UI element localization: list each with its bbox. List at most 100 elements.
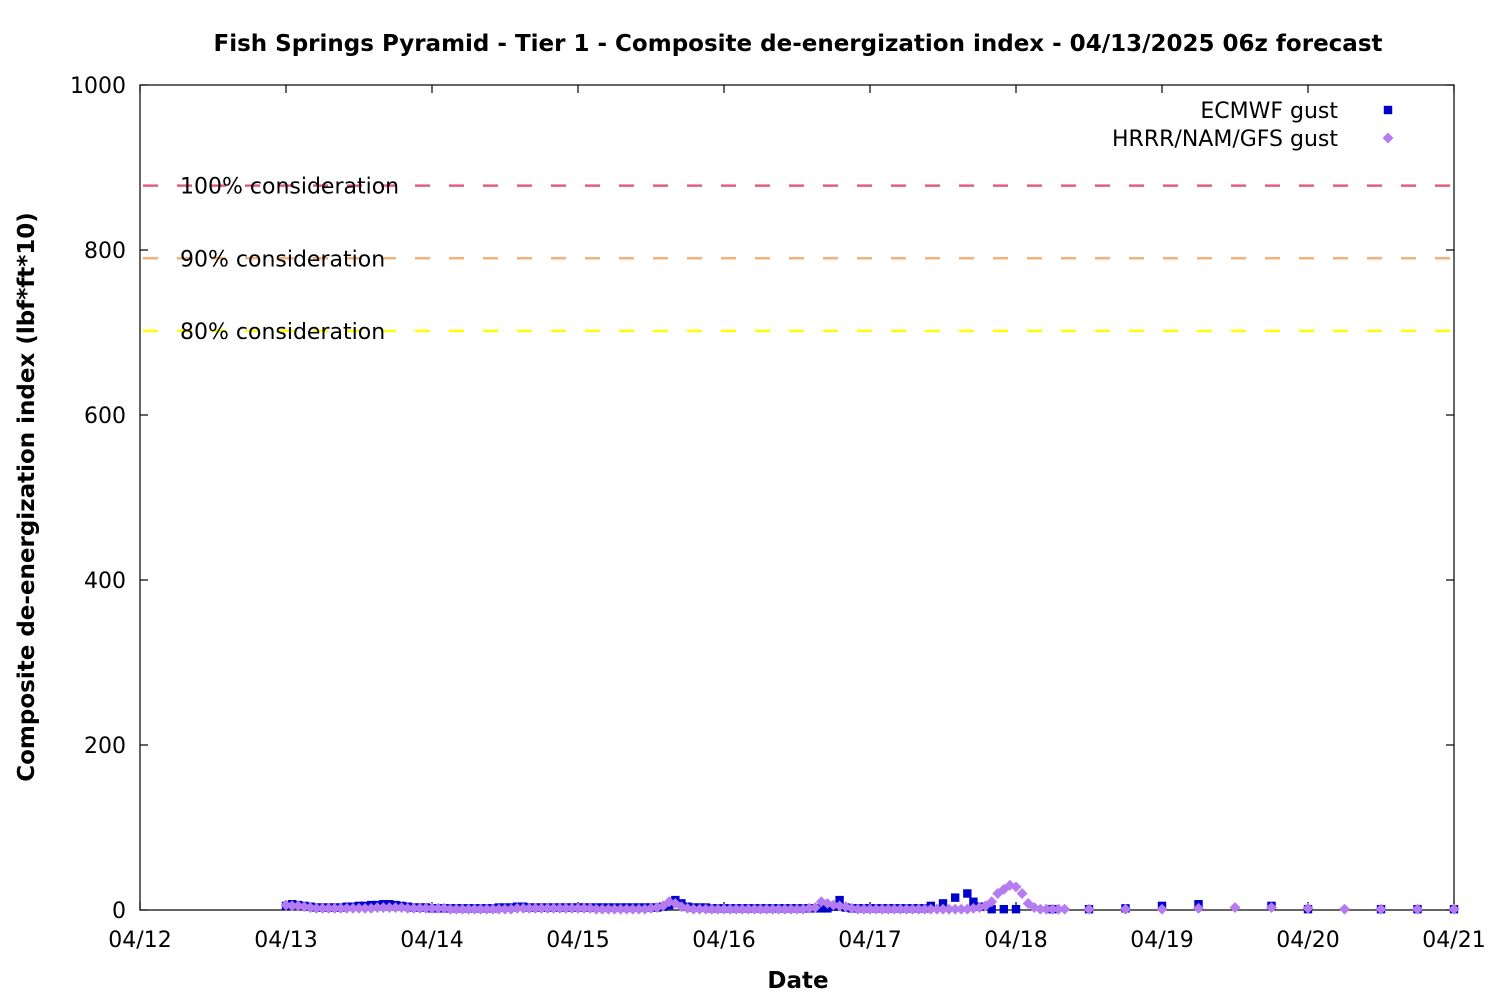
data-point xyxy=(943,903,955,915)
data-point xyxy=(864,903,876,915)
data-point xyxy=(444,903,456,915)
legend-marker xyxy=(1383,105,1393,115)
data-point xyxy=(280,899,292,911)
y-tick-label: 600 xyxy=(84,404,126,429)
data-point xyxy=(1083,903,1095,915)
legend: ECMWF gust HRRR/NAM/GFS gust xyxy=(1112,99,1394,152)
data-point xyxy=(1193,902,1204,914)
data-point xyxy=(1375,903,1387,915)
data-point xyxy=(961,903,973,915)
data-point xyxy=(694,903,706,915)
data-point xyxy=(1011,904,1021,914)
data-point xyxy=(1034,903,1046,915)
data-point xyxy=(963,889,972,898)
data-point xyxy=(730,903,742,915)
data-point xyxy=(779,903,791,915)
x-tick-label: 04/15 xyxy=(546,928,609,953)
data-point xyxy=(335,902,347,914)
data-point xyxy=(286,900,298,912)
data-point xyxy=(773,903,785,915)
data-point xyxy=(554,902,566,914)
data-point xyxy=(761,903,773,915)
data-point xyxy=(835,895,844,905)
reference-line-label: 100% consideration xyxy=(180,175,399,200)
data-point xyxy=(999,904,1009,914)
series-diamond xyxy=(280,879,1460,915)
x-tick-label: 04/21 xyxy=(1422,928,1485,953)
y-tick-label: 0 xyxy=(112,899,126,924)
x-axis: 04/12 04/13 04/14 04/15 04/16 04/17 04/18 04/19… xyxy=(108,85,1486,953)
data-point xyxy=(817,904,826,913)
data-point xyxy=(1156,903,1168,915)
data-point xyxy=(706,903,718,915)
data-point xyxy=(748,903,760,915)
data-point xyxy=(402,902,414,914)
chart-title: Fish Springs Pyramid - Tier 1 - Composit… xyxy=(213,31,1382,57)
data-point xyxy=(937,903,949,915)
data-point xyxy=(669,897,681,909)
data-point xyxy=(475,903,487,915)
data-point xyxy=(493,903,505,915)
data-point xyxy=(481,903,493,915)
data-point xyxy=(456,903,468,915)
data-point xyxy=(876,903,888,915)
y-tick-label: 400 xyxy=(84,569,126,594)
data-point xyxy=(432,902,444,914)
data-point xyxy=(718,903,730,915)
data-point xyxy=(870,903,882,915)
data-point xyxy=(341,902,353,914)
data-point xyxy=(1229,902,1241,913)
data-point xyxy=(931,903,943,915)
data-point xyxy=(651,902,663,913)
data-point xyxy=(950,893,960,902)
data-point xyxy=(882,903,894,915)
data-point xyxy=(377,902,389,913)
data-point xyxy=(609,903,620,915)
data-point xyxy=(469,903,481,915)
data-point xyxy=(463,903,474,915)
data-point xyxy=(536,902,547,914)
data-point xyxy=(797,903,809,915)
data-point xyxy=(1339,903,1350,915)
data-point xyxy=(633,903,645,915)
data-point xyxy=(925,903,937,915)
reference-line-label: 80% consideration xyxy=(180,320,385,345)
data-point xyxy=(317,902,328,914)
data-point xyxy=(919,903,931,915)
data-point xyxy=(408,902,420,914)
data-point xyxy=(560,902,572,914)
data-point xyxy=(888,903,900,915)
data-point xyxy=(548,902,560,914)
data-point xyxy=(310,902,322,914)
data-point xyxy=(584,902,596,914)
data-point xyxy=(621,903,633,915)
data-point xyxy=(1016,888,1028,899)
data-point xyxy=(499,903,511,915)
x-tick-label: 04/12 xyxy=(108,928,171,953)
x-tick-label: 04/17 xyxy=(838,928,901,953)
x-tick-label: 04/16 xyxy=(692,928,755,953)
data-point xyxy=(724,903,736,915)
data-point xyxy=(852,903,864,915)
y-tick-label: 800 xyxy=(84,239,126,264)
x-tick-label: 04/13 xyxy=(254,928,317,953)
data-point xyxy=(907,903,919,915)
data-point xyxy=(986,896,998,908)
data-point xyxy=(987,904,996,914)
data-points xyxy=(280,879,1460,915)
data-point xyxy=(901,903,912,915)
data-point xyxy=(566,902,578,914)
data-point xyxy=(420,902,432,914)
data-point xyxy=(700,903,712,915)
reference-line-label: 90% consideration xyxy=(180,247,385,272)
data-point xyxy=(529,902,541,914)
data-point xyxy=(590,903,602,915)
data-point xyxy=(414,902,426,914)
data-point xyxy=(487,903,499,915)
data-point xyxy=(572,902,584,914)
data-point xyxy=(615,903,627,915)
data-point xyxy=(785,903,797,915)
x-axis-title: Date xyxy=(767,968,828,994)
data-point xyxy=(359,902,371,914)
